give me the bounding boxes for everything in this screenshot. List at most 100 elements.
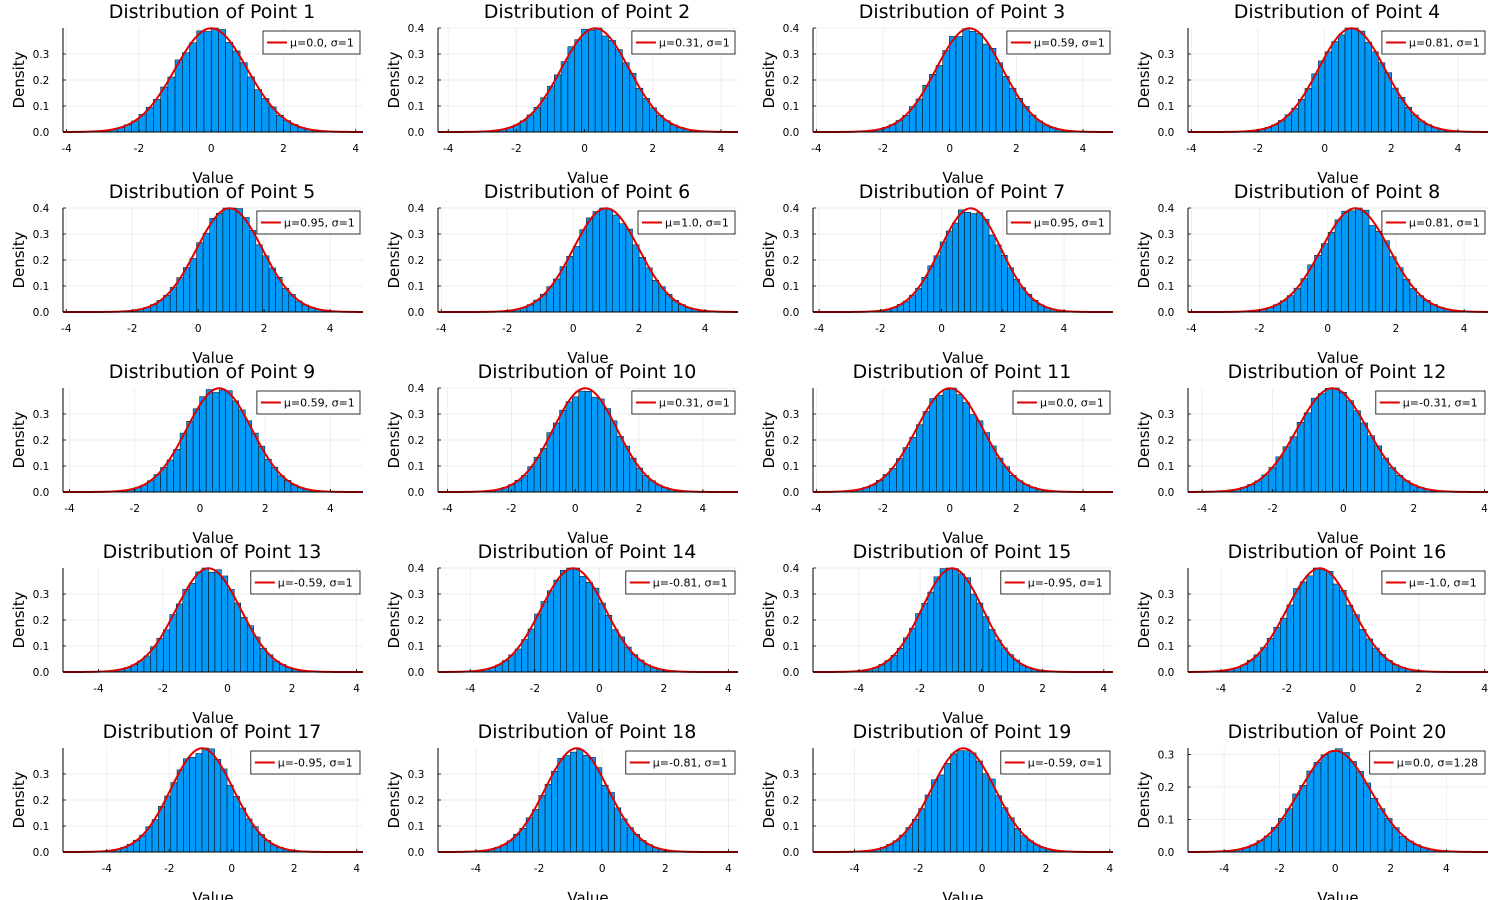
histogram-bar (592, 211, 600, 313)
histogram-bar (239, 62, 248, 133)
y-tick-label: 0.2 (1158, 255, 1175, 267)
x-tick-label: 0 (596, 683, 603, 695)
histogram-bar (1382, 240, 1390, 313)
legend-label: μ=0.59, σ=1 (1034, 37, 1105, 50)
histogram-bar (1293, 588, 1301, 673)
histogram-bar (1378, 62, 1386, 133)
x-tick-label: 4 (700, 503, 707, 515)
histogram-bar (1001, 807, 1009, 853)
y-axis-label: Density (760, 591, 778, 648)
histogram-bar (222, 207, 230, 313)
histogram-bar (560, 569, 567, 673)
x-tick-label: 4 (1443, 863, 1450, 875)
subplot-20: -4 -2 0 2 4 0.0 0.1 0.2 0.3 Distribution of Point… (1135, 721, 1488, 900)
histogram-bar (622, 62, 630, 133)
histogram-bar (956, 750, 964, 853)
x-tick-label: -4 (93, 683, 104, 695)
y-axis-label: Density (760, 771, 778, 828)
legend-box (250, 570, 361, 595)
x-tick-label: -2 (534, 863, 544, 875)
histogram-bar (175, 603, 183, 673)
histogram-bar (231, 400, 240, 493)
y-tick-label: 0.3 (783, 769, 800, 781)
histogram-bar (232, 50, 241, 133)
normal-fit-curve (1188, 749, 1488, 853)
histogram-bar (183, 758, 190, 853)
histogram-bar (1375, 231, 1383, 313)
y-tick-label: 0.4 (33, 203, 50, 215)
legend-box (250, 750, 361, 775)
histogram-bar (1296, 421, 1305, 493)
normal-fit-curve (813, 747, 1113, 853)
subplot-2: -4 -2 0 2 4 0.0 0.1 0.2 0.3 0.4 Distribution of Po… (385, 1, 738, 187)
x-tick-label: 2 (291, 863, 298, 875)
x-tick-label: -2 (1274, 863, 1284, 875)
histogram-bar (582, 755, 590, 853)
x-tick-label: 0 (978, 683, 985, 695)
x-axis-label: Value (192, 709, 233, 727)
legend: μ=0.81, σ=1 (1381, 30, 1486, 55)
x-tick-label: -4 (1186, 323, 1197, 335)
y-tick-label: 0.0 (1158, 667, 1175, 679)
y-tick-label: 0.2 (33, 75, 50, 87)
legend: μ=-0.95, σ=1 (250, 750, 361, 775)
histogram-bar (1014, 828, 1022, 853)
x-tick-label: 4 (353, 683, 360, 695)
legend-box (1381, 570, 1486, 595)
x-axis-label: Value (192, 889, 233, 900)
histogram-bar (201, 567, 209, 673)
x-axis-label: Value (942, 349, 983, 367)
histogram-bar (1324, 51, 1332, 133)
histogram-bar (927, 591, 935, 673)
histogram-bar (559, 266, 567, 313)
y-tick-label: 0.2 (1158, 615, 1175, 627)
y-tick-label: 0.2 (408, 615, 425, 627)
x-tick-label: -2 (1254, 323, 1264, 335)
y-axis-label: Density (1135, 51, 1153, 108)
histogram-bar (1319, 569, 1327, 673)
histogram-bar (949, 387, 957, 493)
histogram-bar (933, 255, 941, 313)
y-tick-label: 0.0 (33, 307, 50, 319)
histogram-bar (203, 31, 212, 133)
x-axis-label: Value (942, 889, 983, 900)
histogram-bar (540, 448, 548, 493)
histogram-bar (1351, 27, 1359, 133)
histogram-bar (268, 267, 276, 313)
y-tick-label: 0.0 (783, 487, 800, 499)
legend-label: μ=-0.81, σ=1 (653, 577, 728, 590)
histogram-bar (896, 458, 904, 493)
x-tick-label: 2 (999, 323, 1006, 335)
histogram-bar (1338, 34, 1346, 133)
histogram-bar (254, 89, 263, 133)
histogram-bar (227, 589, 235, 673)
histogram-bar (189, 258, 197, 313)
histogram-bar (589, 757, 596, 853)
y-axis-label: Density (10, 411, 28, 468)
histogram-bar (1349, 761, 1357, 853)
y-tick-label: 0.1 (33, 281, 50, 293)
histogram-bar (1320, 754, 1329, 853)
y-tick-label: 0.1 (783, 101, 800, 113)
legend: μ=-0.31, σ=1 (1375, 390, 1486, 415)
histogram-bar (212, 392, 220, 493)
legend-label: μ=-0.59, σ=1 (278, 577, 353, 590)
legend: μ=0.95, σ=1 (1006, 210, 1111, 235)
subplot-title: Distribution of Point 16 (1228, 541, 1447, 563)
histogram-bar (209, 218, 217, 313)
x-tick-label: 4 (718, 143, 725, 155)
histogram-bar (1332, 387, 1340, 493)
histogram-bar (958, 209, 965, 313)
histogram-bar (538, 795, 546, 853)
y-tick-label: 0.3 (408, 229, 425, 241)
y-tick-label: 0.2 (408, 435, 425, 447)
histogram-bar (182, 589, 190, 673)
histogram-bar (547, 590, 555, 673)
histogram-bar (597, 398, 605, 493)
x-tick-label: -4 (442, 503, 453, 515)
histogram-bar (1346, 400, 1354, 493)
histogram-bar (909, 436, 917, 493)
histogram-bar (1359, 629, 1367, 673)
legend-box (625, 750, 736, 775)
y-tick-label: 0.0 (33, 127, 50, 139)
